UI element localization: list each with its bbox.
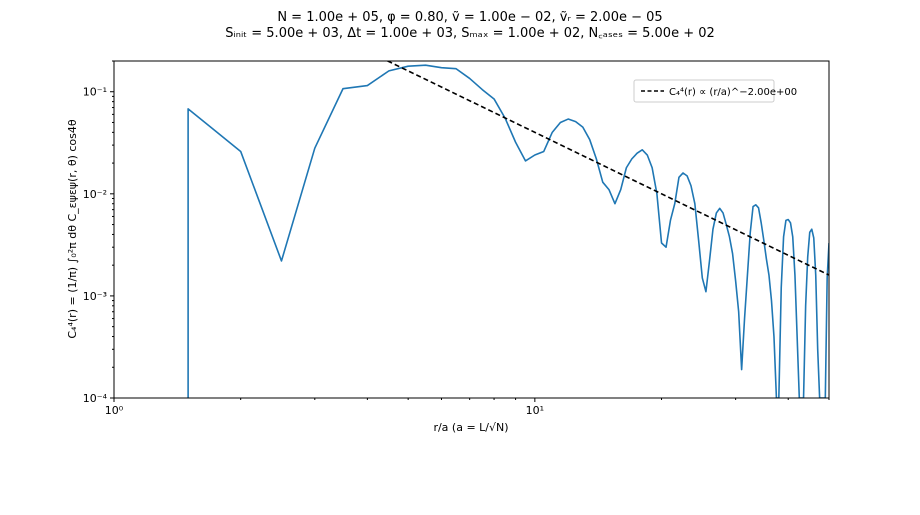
y-axis: 10⁻⁴ 10⁻³ 10⁻² 10⁻¹ [83,60,114,405]
chart-title-line-1: N = 1.00e + 05, φ = 0.80, ṽ = 1.00e − 02… [277,10,662,25]
x-tick-label: 10⁰ [105,404,124,417]
y-tick-label: 10⁻³ [83,290,107,303]
legend: C₄⁴(r) ∝ (r/a)^−2.00e+00 [633,79,797,103]
y-axis-label: C₄⁴(r) = (1/π) ∫₀²π dθ C_εψεψ(r, θ) cos4… [66,119,79,339]
y-tick-label: 10⁻² [83,188,107,201]
x-axis: 10⁰ 10¹ [105,398,830,417]
x-tick-label: 10¹ [526,404,544,417]
data-series-line [187,64,829,398]
y-tick-label: 10⁻¹ [83,86,107,99]
y-tick-label: 10⁻⁴ [83,392,108,405]
series-layer [187,61,829,398]
legend-box [633,79,775,103]
chart-title-line-2: Sᵢₙᵢₜ = 5.00e + 03, Δt = 1.00e + 03, Sₘₐ… [225,26,715,41]
legend-label-fit: C₄⁴(r) ∝ (r/a)^−2.00e+00 [669,87,797,98]
x-axis-label: r/a (a = L/√N) [433,421,508,434]
plot-area-frame [113,60,830,399]
